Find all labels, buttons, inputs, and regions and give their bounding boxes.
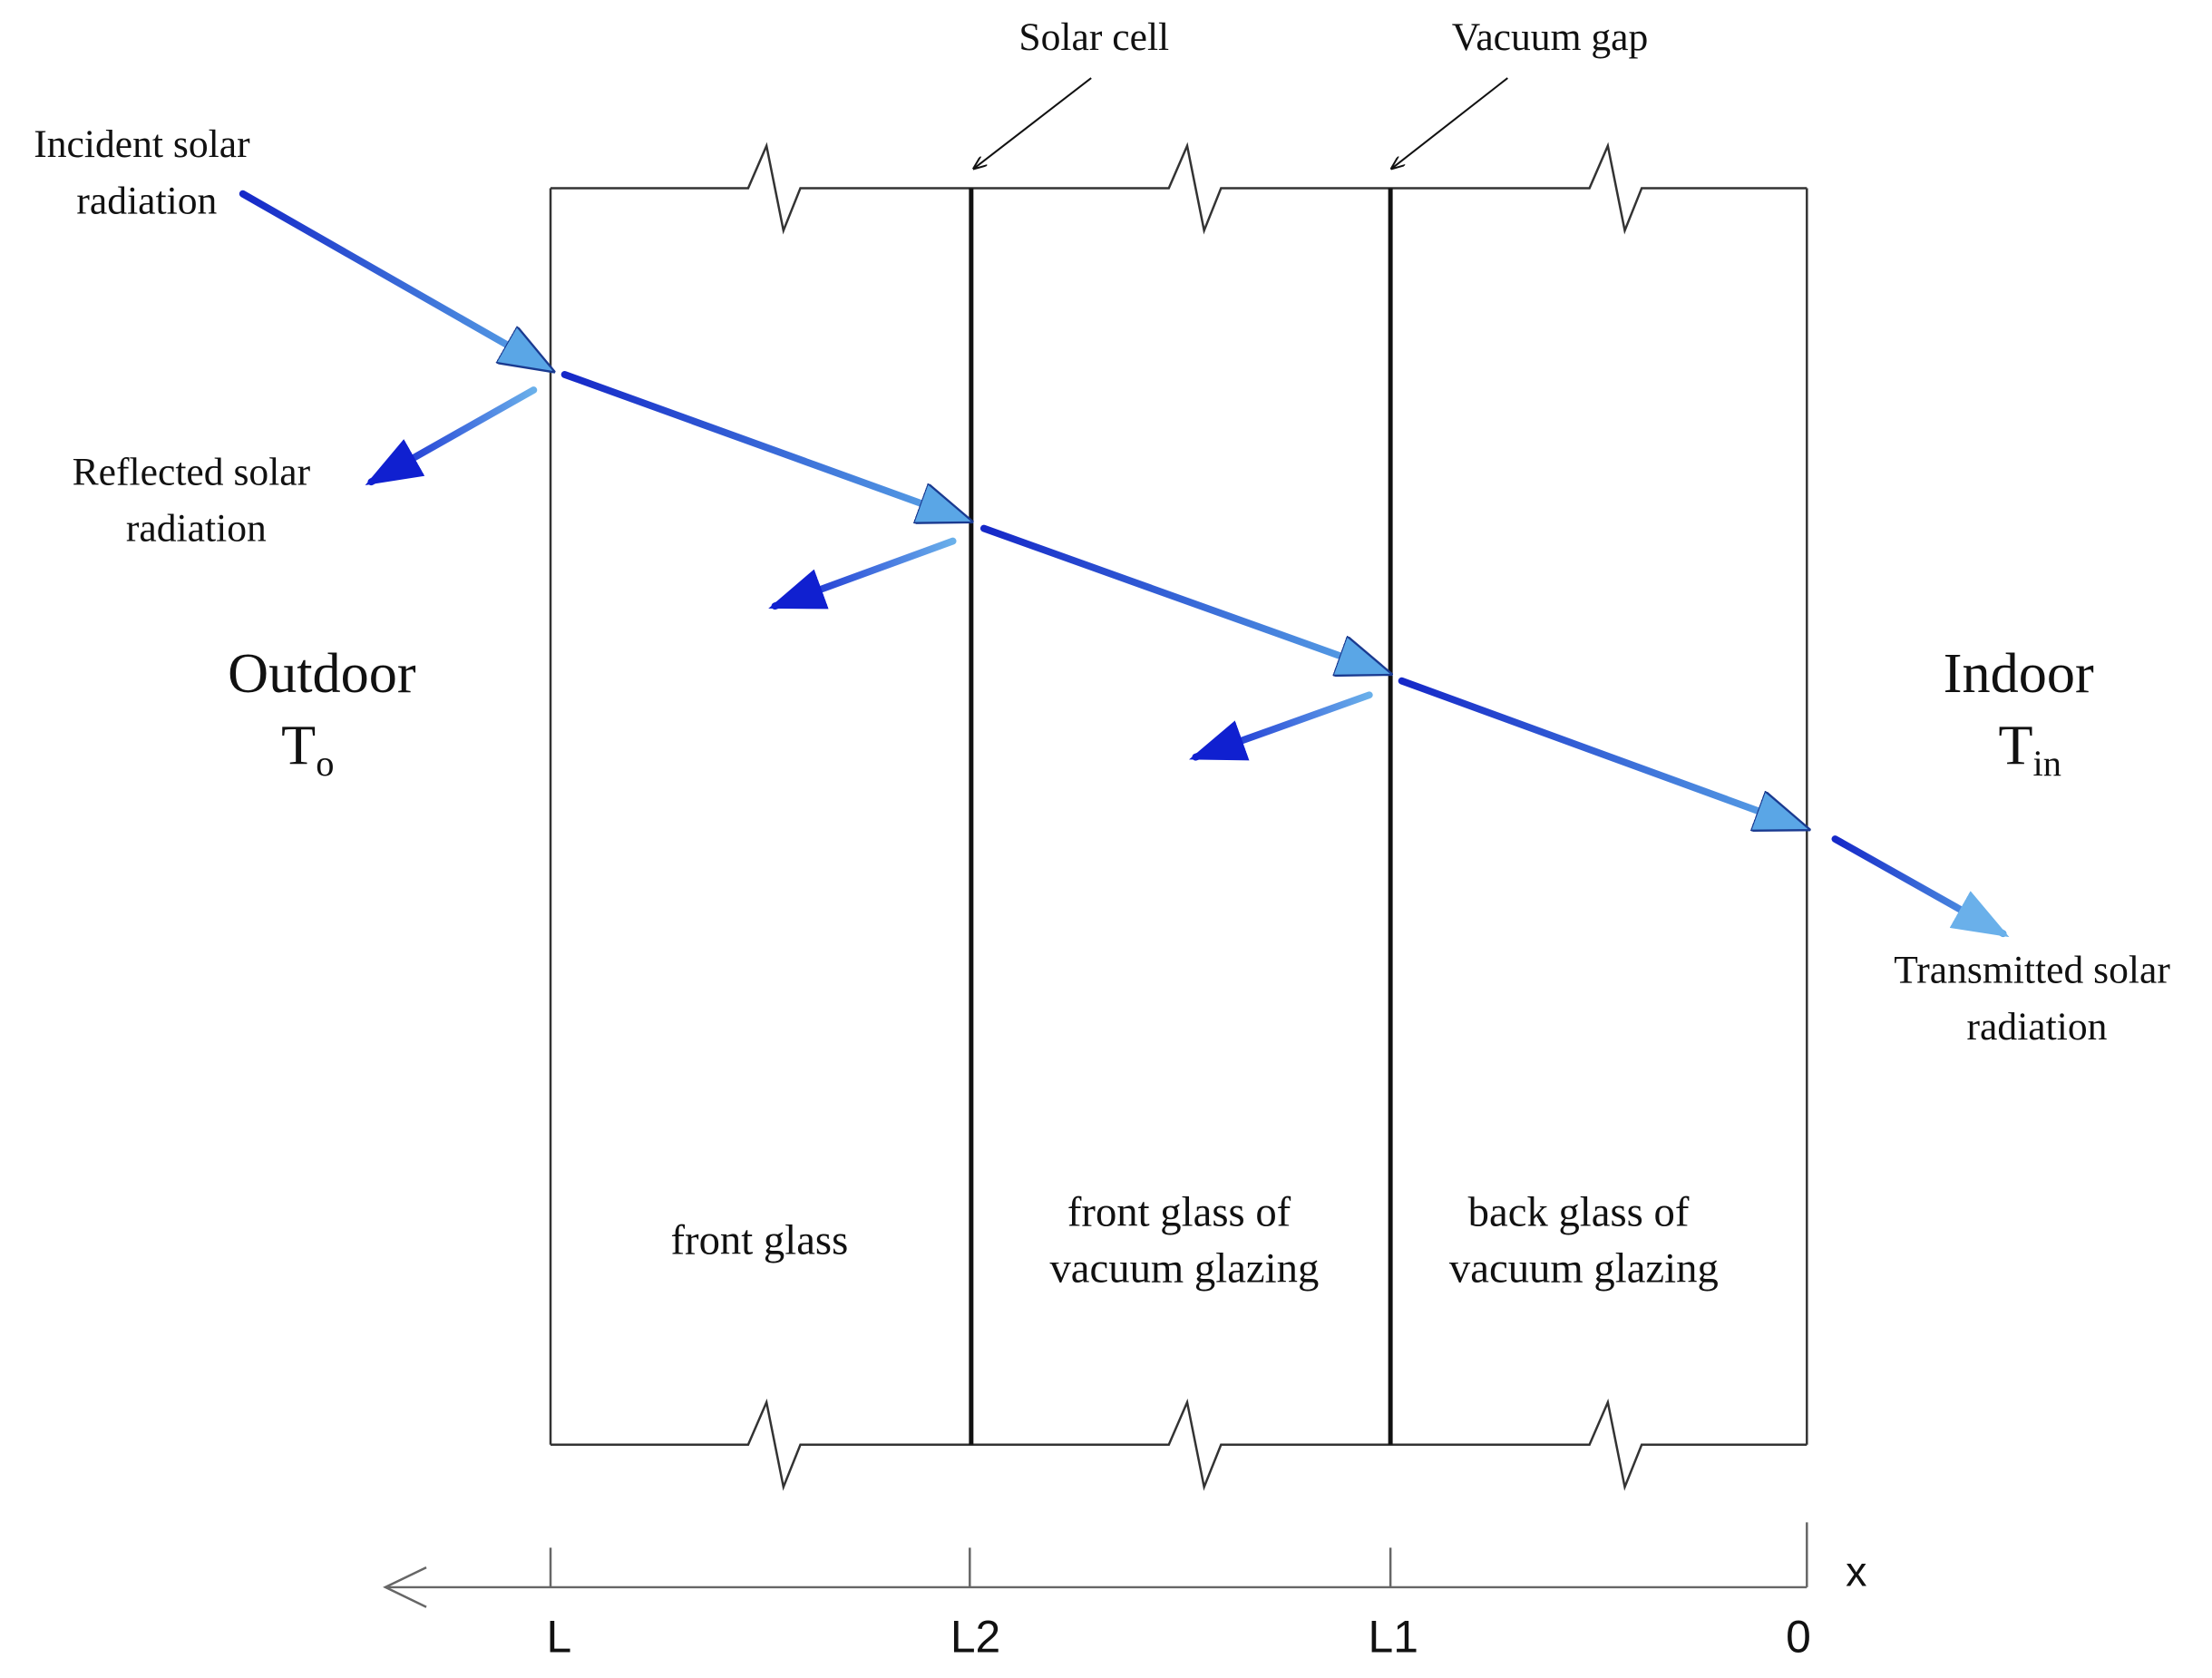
transmitted-label: Transmitted solar radiation — [1894, 949, 2180, 1049]
symbol: T — [1998, 716, 2032, 777]
text-line: radiation — [1967, 1005, 2108, 1049]
text-line: vacuum glazing — [1049, 1245, 1319, 1293]
ray — [979, 524, 1387, 673]
indoor-temperature: Tin — [1998, 716, 2061, 784]
reflected-ray — [1189, 691, 1373, 761]
tick-label: L1 — [1369, 1612, 1418, 1663]
region-label: front glass — [670, 1217, 848, 1264]
incident-ray — [239, 190, 550, 369]
text-line: front glass — [670, 1217, 848, 1264]
region-label: back glass of vacuum glazing — [1449, 1188, 1719, 1292]
transmitted-ray — [1831, 835, 2010, 938]
ray — [1398, 677, 1805, 828]
axis-name: x — [1846, 1547, 1866, 1595]
axis-arrowhead — [383, 1566, 427, 1608]
region-label: front glass of vacuum glazing — [1049, 1188, 1319, 1292]
subscript: in — [2032, 743, 2061, 784]
pointer — [1392, 77, 1508, 169]
solar-cell-label: Solar cell — [1018, 15, 1169, 59]
text-line: radiation — [126, 507, 267, 551]
symbol: T — [281, 716, 316, 777]
text-line: back glass of — [1468, 1188, 1690, 1235]
reflected-ray — [768, 537, 957, 610]
tick-label: L2 — [950, 1612, 1000, 1663]
subscript: o — [316, 743, 334, 784]
text-line: Reflected solar — [73, 450, 311, 493]
outdoor-temperature: To — [281, 716, 334, 784]
text-line: Incident solar — [34, 122, 250, 166]
indoor-label: Indoor — [1944, 643, 2094, 705]
incident-label: Incident solar radiation — [34, 122, 259, 222]
tick-label: L — [547, 1612, 572, 1663]
text-line: Transmitted solar — [1894, 949, 2170, 992]
reflected-label: Reflected solar radiation — [73, 450, 320, 550]
text-line: vacuum glazing — [1449, 1245, 1719, 1293]
pointer — [974, 77, 1092, 169]
text-line: radiation — [76, 179, 217, 222]
outdoor-label: Outdoor — [228, 643, 416, 705]
frame-top — [551, 141, 1808, 235]
ray — [560, 371, 968, 520]
axis — [383, 1522, 1808, 1608]
tick-label: 0 — [1786, 1612, 1811, 1663]
vacuum-gap-label: Vacuum gap — [1452, 15, 1649, 59]
frame-bottom — [551, 1398, 1808, 1491]
rays — [239, 190, 2010, 938]
text-line: front glass of — [1067, 1188, 1291, 1235]
reflected-ray — [365, 386, 538, 486]
